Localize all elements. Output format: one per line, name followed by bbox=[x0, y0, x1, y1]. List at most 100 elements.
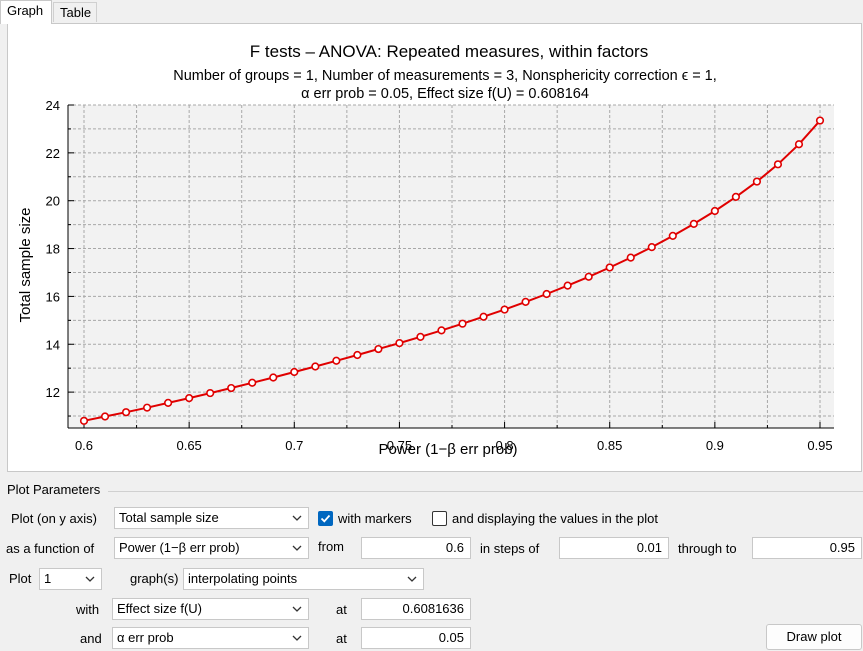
as-function-value: Power (1−β err prob) bbox=[119, 540, 240, 555]
data-point bbox=[542, 289, 551, 299]
y-tick-label: 18 bbox=[46, 242, 60, 257]
data-point bbox=[626, 253, 635, 262]
x-tick-label: 0.6 bbox=[75, 438, 93, 453]
data-point bbox=[710, 206, 719, 216]
with-combo[interactable]: Effect size f(U) bbox=[112, 598, 309, 620]
y-tick-label: 16 bbox=[46, 289, 60, 304]
data-point bbox=[521, 297, 530, 307]
view-tabs: Graph Table bbox=[0, 0, 863, 24]
power-chart: F tests – ANOVA: Repeated measures, with… bbox=[17, 42, 834, 458]
graph-mode-combo[interactable]: interpolating points bbox=[183, 568, 424, 590]
chevron-down-icon bbox=[292, 606, 302, 612]
data-point bbox=[121, 408, 131, 417]
effect-size-input[interactable]: 0.6081636 bbox=[361, 598, 471, 620]
tab-graph[interactable]: Graph bbox=[0, 0, 52, 24]
plot-on-y-value: Total sample size bbox=[119, 510, 219, 525]
data-point bbox=[773, 160, 783, 169]
y-tick-label: 22 bbox=[46, 146, 60, 161]
chevron-down-icon bbox=[292, 635, 302, 641]
data-point bbox=[794, 140, 804, 149]
chevron-down-icon bbox=[292, 515, 302, 521]
y-axis-label: Total sample size bbox=[17, 207, 34, 322]
data-point bbox=[731, 192, 740, 201]
data-point bbox=[311, 362, 320, 371]
data-point bbox=[185, 393, 194, 403]
with-markers-checkbox[interactable] bbox=[318, 511, 333, 526]
and-label: and bbox=[80, 631, 102, 646]
and-combo[interactable]: α err prob bbox=[112, 627, 309, 649]
x-tick-label: 0.75 bbox=[387, 438, 412, 453]
at-label-2: at bbox=[336, 631, 347, 646]
chevron-down-icon bbox=[407, 576, 417, 582]
display-values-checkbox[interactable] bbox=[432, 511, 447, 526]
chevron-down-icon bbox=[292, 545, 302, 551]
y-tick-label: 14 bbox=[46, 337, 60, 352]
x-axis-label: Power (1−β err prob) bbox=[378, 441, 517, 458]
data-point bbox=[248, 378, 257, 387]
checkmark-icon bbox=[320, 514, 331, 523]
data-point bbox=[437, 326, 446, 335]
graph-mode-value: interpolating points bbox=[188, 571, 298, 586]
chart-subtitle-line2: α err prob = 0.05, Effect size f(U) = 0.… bbox=[301, 86, 589, 102]
y-tick-label: 20 bbox=[46, 194, 60, 209]
x-tick-label: 0.65 bbox=[176, 438, 201, 453]
with-value: Effect size f(U) bbox=[117, 601, 203, 616]
x-tick-label: 0.85 bbox=[597, 438, 622, 453]
plot-area bbox=[68, 105, 834, 428]
data-point bbox=[584, 272, 593, 281]
data-point bbox=[815, 116, 825, 125]
data-point bbox=[479, 312, 488, 321]
steps-label: in steps of bbox=[480, 541, 540, 556]
chevron-down-icon bbox=[85, 576, 95, 582]
plot-count-combo[interactable]: 1 bbox=[39, 568, 102, 590]
x-tick-label: 0.95 bbox=[807, 438, 832, 453]
display-values-label: and displaying the values in the plot bbox=[452, 511, 658, 526]
x-tick-label: 0.8 bbox=[496, 438, 514, 453]
y-tick-label: 24 bbox=[46, 98, 60, 113]
data-point bbox=[142, 403, 152, 412]
data-point bbox=[332, 356, 341, 365]
data-point bbox=[227, 383, 236, 393]
data-point bbox=[164, 398, 173, 407]
plot-label: Plot bbox=[9, 571, 32, 586]
data-point bbox=[79, 416, 89, 425]
data-point bbox=[563, 281, 572, 290]
tab-table[interactable]: Table bbox=[53, 2, 97, 22]
draw-plot-button[interactable]: Draw plot bbox=[766, 624, 862, 650]
y-tick-labels: 12 14 16 18 20 22 24 bbox=[46, 98, 60, 400]
data-point bbox=[206, 388, 215, 398]
x-tick-labels: 0.6 0.65 0.7 0.75 0.8 0.85 0.9 0.95 bbox=[75, 438, 833, 453]
data-point bbox=[374, 344, 383, 354]
data-point bbox=[458, 319, 467, 328]
plot-on-y-combo[interactable]: Total sample size bbox=[114, 507, 309, 529]
chart-subtitle-line1: Number of groups = 1, Number of measurem… bbox=[173, 68, 717, 84]
axes bbox=[67, 104, 834, 429]
at-label-1: at bbox=[336, 602, 347, 617]
graph-panel: F tests – ANOVA: Repeated measures, with… bbox=[7, 23, 862, 472]
data-series bbox=[79, 116, 825, 425]
plot-count-value: 1 bbox=[44, 571, 52, 586]
data-point bbox=[752, 177, 762, 186]
chart-title: F tests – ANOVA: Repeated measures, with… bbox=[250, 42, 648, 61]
from-input[interactable]: 0.6 bbox=[361, 537, 471, 559]
grid-lines bbox=[68, 104, 834, 428]
plot-parameters-panel: Plot Parameters Plot (on y axis) Total s… bbox=[0, 474, 863, 651]
through-input[interactable]: 0.95 bbox=[752, 537, 862, 559]
as-function-combo[interactable]: Power (1−β err prob) bbox=[114, 537, 309, 559]
data-point bbox=[100, 412, 110, 421]
group-divider bbox=[108, 491, 863, 492]
data-point bbox=[668, 231, 677, 240]
with-markers-label: with markers bbox=[338, 511, 412, 526]
data-point bbox=[290, 367, 299, 377]
graphs-label: graph(s) bbox=[130, 571, 179, 586]
alpha-input[interactable]: 0.05 bbox=[361, 627, 471, 649]
plot-parameters-title: Plot Parameters bbox=[7, 482, 101, 497]
plot-on-y-label: Plot (on y axis) bbox=[11, 511, 97, 526]
steps-input[interactable]: 0.01 bbox=[559, 537, 669, 559]
data-point bbox=[605, 263, 614, 272]
as-function-label: as a function of bbox=[6, 541, 95, 556]
data-point bbox=[647, 243, 656, 252]
from-label: from bbox=[318, 539, 344, 554]
data-point bbox=[269, 373, 278, 382]
x-tick-label: 0.9 bbox=[706, 438, 724, 453]
